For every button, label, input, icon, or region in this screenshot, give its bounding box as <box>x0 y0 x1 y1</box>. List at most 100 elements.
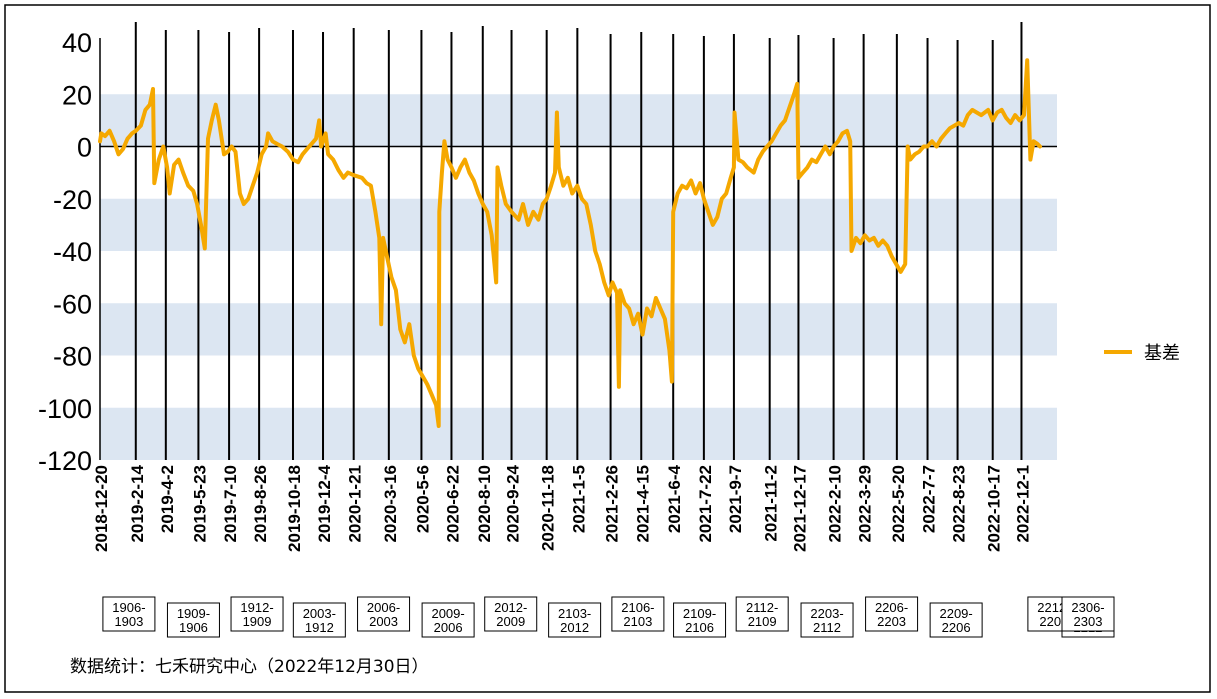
contract-label: 2009 <box>496 614 525 629</box>
grid-band <box>100 303 1057 356</box>
contract-labels: 1906-19031909-19061912-19092003-19122006… <box>102 596 1115 638</box>
y-tick-label: 40 <box>62 28 92 58</box>
contract-label: 2206- <box>875 600 908 615</box>
contract-label: 2306- <box>1071 600 1104 615</box>
x-tick-label: 2022-7-7 <box>920 465 939 533</box>
grid-band <box>100 94 1057 147</box>
contract-box: 1906-1903 <box>102 596 156 632</box>
x-tick-label: 2022-3-29 <box>856 465 875 543</box>
y-tick-label: 20 <box>62 80 92 110</box>
contract-label: 2012- <box>494 600 527 615</box>
contract-label: 2209 <box>1039 614 1068 629</box>
contract-label: 2112- <box>746 600 778 615</box>
contract-label: 2006 <box>434 620 463 635</box>
x-tick-label: 2019-12-4 <box>315 464 334 542</box>
contract-box: 2006-2003 <box>357 596 411 632</box>
contract-switch-lines <box>134 22 1023 460</box>
x-tick-label: 2022-8-23 <box>950 465 969 543</box>
x-tick-label: 2021-1-5 <box>569 465 588 533</box>
contract-label: 2106- <box>621 600 654 615</box>
contract-label: 1909 <box>243 614 272 629</box>
contract-label: 2109 <box>748 614 777 629</box>
contract-box: 2203-2112 <box>800 602 854 638</box>
x-tick-label: 2020-9-24 <box>504 464 523 542</box>
contract-box: 2109-2106 <box>673 602 727 638</box>
contract-label: 1912- <box>240 600 273 615</box>
contract-label: 2112 <box>813 620 841 635</box>
y-tick-label: -20 <box>53 185 92 215</box>
x-tick-label: 2022-2-10 <box>826 465 845 543</box>
contract-label: 1903 <box>114 614 143 629</box>
x-tick-label: 2019-10-18 <box>285 465 304 552</box>
contract-label: 2203 <box>877 614 906 629</box>
y-tick-label: -100 <box>38 394 92 424</box>
x-tick-label: 2022-10-17 <box>985 465 1004 552</box>
x-tick-label: 2021-9-7 <box>726 465 745 533</box>
x-tick-label: 2020-8-10 <box>475 465 494 543</box>
contract-box-frame <box>929 602 983 638</box>
contract-box-frame <box>800 602 854 638</box>
x-tick-label: 2021-4-15 <box>633 465 652 543</box>
x-tick-label: 2020-5-6 <box>413 465 432 533</box>
x-tick-label: 2019-4-2 <box>158 465 177 533</box>
contract-label: 2012 <box>560 620 589 635</box>
x-tick-label: 2019-8-26 <box>251 465 270 543</box>
contract-box: 2003-1912 <box>292 602 346 638</box>
legend: 基差 <box>1104 343 1180 364</box>
contract-box: 1909-1906 <box>166 602 220 638</box>
y-tick-label: -80 <box>53 342 92 372</box>
contract-box-frame <box>484 596 538 632</box>
x-tick-label: 2021-7-22 <box>696 465 715 543</box>
grid-band <box>100 198 1057 251</box>
contract-box-frame <box>673 602 727 638</box>
series-line-basis <box>98 58 1042 428</box>
contract-label: 1906 <box>179 620 208 635</box>
contract-label: 2009- <box>431 606 464 621</box>
contract-box: 2103-2012 <box>548 602 602 638</box>
x-axis: 2018-12-20 2019-2-14 2019-4-2 2019-5-23 2019… <box>92 464 1032 552</box>
y-tick-label: -40 <box>53 237 92 267</box>
contract-label: 2003- <box>303 606 336 621</box>
contract-label: 1912 <box>305 620 334 635</box>
series-lines <box>98 58 1042 428</box>
contract-box: 2012-2009 <box>484 596 538 632</box>
contract-label: 2109- <box>683 606 716 621</box>
x-tick-label: 2018-12-20 <box>92 465 111 552</box>
contract-label: 2003 <box>369 614 398 629</box>
grid-band <box>100 407 1057 460</box>
contract-box: 2306-2303 <box>1061 596 1115 632</box>
x-tick-label: 2020-11-18 <box>539 465 558 551</box>
contract-box: 2206-2203 <box>865 596 919 632</box>
x-tick-label: 2020-3-16 <box>381 465 400 543</box>
source-note: 数据统计：七禾研究中心（2022年12月30日） <box>70 657 429 677</box>
contract-box-frame <box>102 596 156 632</box>
contract-box: 2112-2109 <box>735 596 789 632</box>
contract-label: 2103 <box>623 614 652 629</box>
contract-box-frame <box>421 602 475 638</box>
contract-box-frame <box>611 596 665 632</box>
contract-label: 1906- <box>112 600 145 615</box>
y-tick-label: -60 <box>53 289 92 319</box>
contract-label: 2006- <box>367 600 400 615</box>
x-tick-label: 2019-7-10 <box>221 465 240 543</box>
contract-label: 2209- <box>939 606 972 621</box>
x-tick-label: 2019-2-14 <box>128 464 147 542</box>
y-tick-label: 0 <box>77 133 92 163</box>
contract-box: 1912-1909 <box>230 596 284 632</box>
contract-box-frame <box>1061 596 1115 632</box>
contract-box-frame <box>735 596 789 632</box>
contract-box-frame <box>865 596 919 632</box>
x-tick-label: 2020-1-21 <box>346 465 365 543</box>
contract-label: 2303 <box>1074 614 1103 629</box>
x-tick-label: 2021-2-26 <box>603 465 622 543</box>
contract-label: 1909- <box>177 606 210 621</box>
contract-label: 2203- <box>810 606 843 621</box>
contract-label: 2103- <box>558 606 591 621</box>
legend-label-basis: 基差 <box>1144 343 1180 364</box>
x-tick-label: 2019-5-23 <box>190 465 209 543</box>
x-tick-label: 2021-6-4 <box>665 464 684 533</box>
contract-box-frame <box>166 602 220 638</box>
contract-box-frame <box>292 602 346 638</box>
